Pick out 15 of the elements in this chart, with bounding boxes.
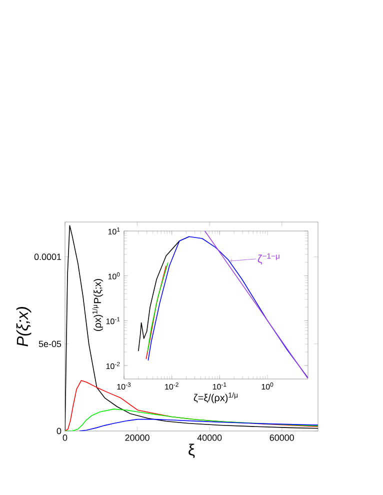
y-tick-label: 0.0001 [34, 254, 62, 260]
x-tick-label: 60000 [270, 434, 294, 441]
y-tick-label: 0 [56, 428, 62, 434]
x-axis-title: ζ=ξ/(ρx)$^{1/μ}$ [194, 392, 238, 404]
y-axis-title: P(ξ;x) [16, 307, 32, 346]
x-axis-title: ξ [188, 444, 195, 458]
line-series [65, 408, 318, 431]
x-tick-label: 20000 [125, 434, 150, 441]
line-series [79, 418, 318, 431]
x-tick-label: 40000 [197, 434, 222, 441]
line-series [65, 225, 318, 431]
y-tick-label: 5e-05 [38, 340, 62, 348]
y-axis-title: (ρx)$^{1/μ}$P(ξ;x) [92, 279, 103, 331]
x-tick-label: 0 [62, 434, 68, 441]
annotation: ζ$^{−1−μ}$ [258, 253, 280, 264]
